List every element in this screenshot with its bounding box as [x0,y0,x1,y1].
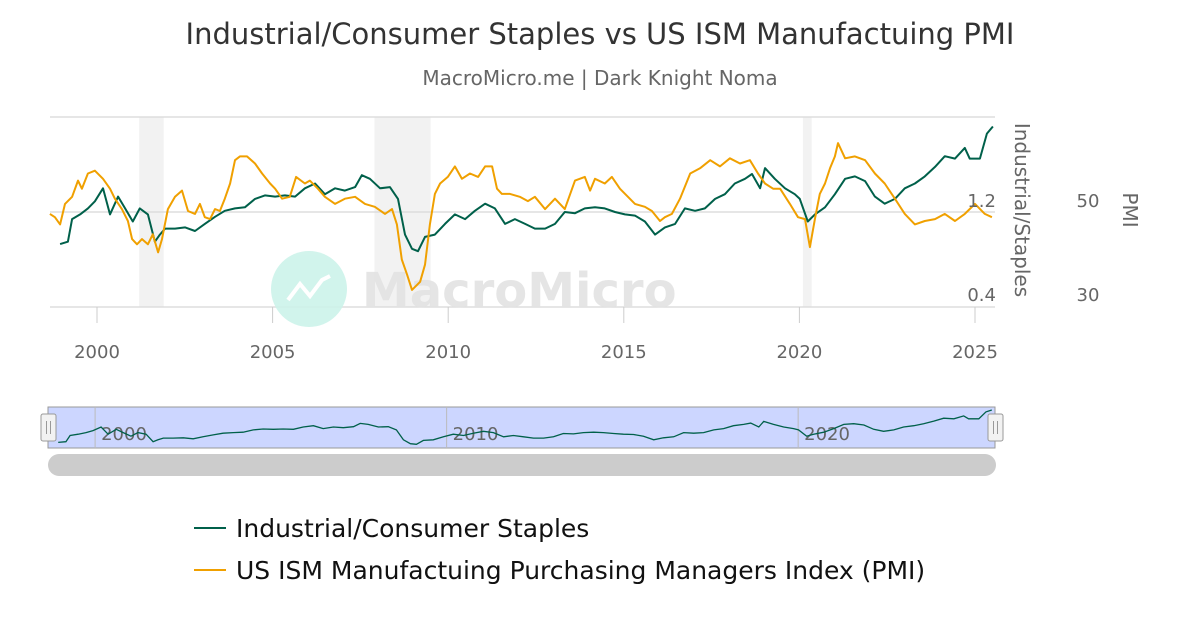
navigator-tick-label: 2000 [101,424,147,445]
navigator-handle-right[interactable] [987,413,1004,442]
navigator-tick-label: 2020 [804,424,850,445]
legend-label: Industrial/Consumer Staples [236,514,589,543]
scrollbar[interactable] [48,454,996,476]
series-line-ratio [59,125,994,253]
x-axis: 2000 2005 2010 2015 2020 2025 [74,307,998,363]
y-left-tick-label: 1.2 [967,191,996,212]
navigator-axis: 2000 2010 2020 [94,407,850,448]
y-right-tick-label: 30 [1077,285,1100,306]
legend-item-pmi[interactable]: US ISM Manufactuing Purchasing Managers … [194,556,925,585]
series-line-pmi [49,142,993,291]
y-right-axis-title: PMI [1118,192,1142,227]
grid-lines [50,116,995,308]
legend: Industrial/Consumer Staples US ISM Manuf… [194,514,925,585]
watermark-logo: MacroMicro [271,251,677,327]
legend-item-ratio[interactable]: Industrial/Consumer Staples [194,514,589,543]
chart-subtitle: MacroMicro.me | Dark Knight Noma [422,66,777,90]
x-tick-label: 2010 [425,342,471,363]
navigator-selection[interactable] [47,406,996,449]
x-tick-label: 2025 [952,342,998,363]
watermark-text: MacroMicro [362,263,677,319]
x-tick-label: 2005 [250,342,296,363]
navigator[interactable]: 2000 2010 2020 [40,406,1004,449]
chart-title: Industrial/Consumer Staples vs US ISM Ma… [186,17,1015,51]
series-lines [49,125,994,291]
navigator-tick-label: 2010 [453,424,499,445]
legend-label: US ISM Manufactuing Purchasing Managers … [236,556,925,585]
watermark-chart-icon [286,274,331,302]
x-tick-label: 2015 [601,342,647,363]
y-left-axis-title: Industrial/Staples [1010,123,1034,297]
x-tick-label: 2000 [74,342,120,363]
navigator-series-line [58,409,992,445]
y-right-tick-label: 50 [1077,191,1100,212]
navigator-handle-left[interactable] [40,413,57,442]
y-left-tick-label: 0.4 [967,285,996,306]
watermark-logo-icon [271,251,347,327]
x-tick-label: 2020 [776,342,822,363]
